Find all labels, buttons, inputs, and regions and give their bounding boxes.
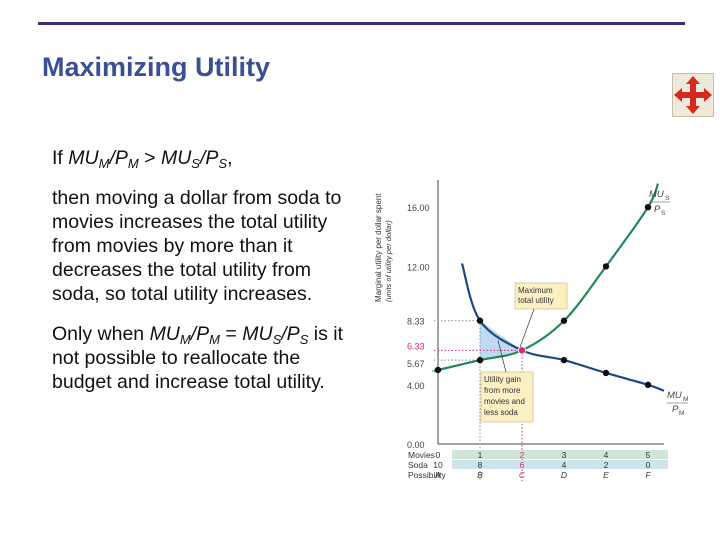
table-cell: 0 bbox=[436, 450, 441, 460]
p-text: /P bbox=[199, 147, 219, 169]
table-cell: 4 bbox=[604, 450, 609, 460]
table-cell: 5 bbox=[646, 450, 651, 460]
p-text: /P bbox=[190, 323, 210, 345]
explanation-paragraph: then moving a dollar from soda to movies… bbox=[52, 187, 342, 305]
callout-gain-pointer bbox=[497, 340, 507, 373]
callout-max-pointer bbox=[519, 308, 535, 348]
series-point-mus bbox=[560, 317, 568, 324]
series-label-mus-den: P bbox=[654, 204, 661, 215]
callout-max-text: Maximum bbox=[518, 286, 553, 295]
series-point-mum bbox=[602, 369, 610, 377]
callout-gain-box bbox=[480, 371, 534, 423]
series-point-mus bbox=[476, 356, 484, 364]
series-label-mum-sub: M bbox=[683, 396, 688, 403]
sub-s: S bbox=[191, 156, 200, 171]
callout-max-box bbox=[514, 282, 568, 310]
table-cell: 10 bbox=[433, 460, 443, 470]
mu-text: MU bbox=[68, 147, 99, 169]
movies-row-band bbox=[452, 450, 668, 459]
if-word: If bbox=[52, 147, 63, 169]
equilibrium-point bbox=[517, 346, 526, 355]
move-arrows-icon bbox=[674, 76, 712, 114]
soda-row-band bbox=[452, 460, 668, 469]
series-point-mum bbox=[644, 381, 652, 388]
condition-line: If MUM/PM > MUS/PS, bbox=[52, 146, 352, 170]
y-tick-label: 4.00 bbox=[407, 381, 425, 391]
mu-text: MU bbox=[149, 323, 180, 345]
mu-text: MU bbox=[242, 323, 273, 345]
gt-sign: > bbox=[138, 147, 161, 169]
table-cell: 8 bbox=[478, 460, 483, 470]
table-row-label: Movies bbox=[408, 450, 435, 460]
y-tick-label: 12.00 bbox=[407, 262, 430, 272]
series-line-mus bbox=[432, 183, 660, 373]
table-row-label: Soda bbox=[408, 460, 428, 470]
sub-s: S bbox=[272, 332, 282, 347]
series-point-mus bbox=[434, 366, 442, 374]
series-point-mum bbox=[476, 317, 484, 324]
mu-text: MU bbox=[160, 147, 192, 169]
p-text: /P bbox=[281, 323, 300, 345]
table-cell: 3 bbox=[562, 450, 567, 460]
table-cell: F bbox=[645, 470, 651, 480]
table-cell: A bbox=[434, 470, 441, 480]
series-line-mum bbox=[460, 263, 665, 392]
sub-m: M bbox=[98, 156, 110, 171]
table-cell: E bbox=[603, 470, 609, 480]
table-cell: 4 bbox=[562, 460, 567, 470]
sub-s: S bbox=[299, 332, 309, 347]
rest-text: is it not possible to reallocate the bud… bbox=[52, 323, 344, 393]
table-cell: 2 bbox=[520, 450, 525, 460]
y-tick-label: 6.33 bbox=[407, 341, 425, 351]
sub-m: M bbox=[209, 332, 221, 347]
table-cell: 0 bbox=[646, 460, 651, 470]
comma: , bbox=[227, 147, 233, 169]
y-tick-label: 16.00 bbox=[407, 203, 430, 213]
series-point-mus bbox=[602, 263, 610, 270]
table-row-label: Possibility bbox=[408, 470, 447, 480]
equilibrium-paragraph: Only when MUM/PM = MUS/PS is it not poss… bbox=[52, 322, 352, 394]
y-axis-label: Marginal utility per dollar spent bbox=[374, 193, 383, 302]
only-when: Only when bbox=[52, 323, 150, 345]
slide-body: If MUM/PM > MUS/PS, then moving a dollar… bbox=[52, 146, 352, 410]
callout-max-text: total utility bbox=[518, 296, 554, 305]
sub-s: S bbox=[218, 156, 228, 171]
callout-gain-text: Utility gain bbox=[484, 375, 521, 384]
move-arrows-button[interactable] bbox=[672, 73, 714, 117]
table-cell: 2 bbox=[604, 460, 609, 470]
p-text: /P bbox=[109, 147, 128, 169]
y-tick-label: 0.00 bbox=[407, 440, 425, 450]
y-axis-units: (units of utility per dollar) bbox=[384, 220, 393, 302]
table-cell: C bbox=[519, 470, 526, 480]
callout-gain-text: movies and bbox=[484, 397, 525, 406]
series-label-mus-sub: S bbox=[665, 195, 670, 202]
y-tick-label: 8.33 bbox=[407, 317, 425, 327]
series-point-mum bbox=[560, 356, 568, 364]
callout-gain-text: less soda bbox=[484, 408, 518, 417]
table-cell: D bbox=[561, 470, 567, 480]
sub-m: M bbox=[127, 156, 139, 171]
title-rule bbox=[38, 22, 685, 25]
eq-sign: = bbox=[220, 323, 243, 345]
series-point-mus bbox=[644, 204, 652, 211]
callout-gain-text: from more bbox=[484, 386, 521, 395]
table-cell: 1 bbox=[478, 450, 483, 460]
y-tick-label: 5.67 bbox=[407, 359, 425, 369]
sub-m: M bbox=[179, 332, 191, 347]
series-label-mum-den-sub: M bbox=[679, 410, 684, 417]
series-label-mum-num: MU bbox=[667, 390, 682, 401]
table-cell: B bbox=[477, 470, 483, 480]
slide-title: Maximizing Utility bbox=[42, 52, 271, 82]
series-label-mus-num: MU bbox=[649, 189, 664, 200]
table-cell: 6 bbox=[520, 460, 525, 470]
series-label-mus-den-sub: S bbox=[661, 210, 666, 217]
series-label-mum-den: P bbox=[672, 404, 679, 415]
